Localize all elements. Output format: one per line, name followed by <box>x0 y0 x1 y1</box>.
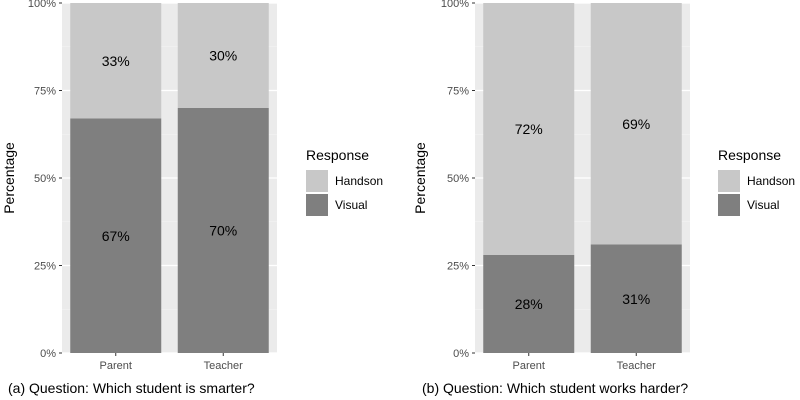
data-label: 69% <box>622 116 650 132</box>
x-tick-label: Parent <box>513 360 545 372</box>
bar-visual-parent <box>483 255 575 353</box>
x-tick-label: Teacher <box>204 360 243 372</box>
legend-key-visual <box>718 194 740 216</box>
y-tick-label: 25% <box>34 261 56 273</box>
data-label: 67% <box>102 228 130 244</box>
y-axis-title: Percentage <box>1 142 17 214</box>
bar-visual-teacher <box>177 108 269 353</box>
data-label: 33% <box>102 53 130 69</box>
y-tick-label: 50% <box>34 173 56 185</box>
legend-key-handson <box>718 170 740 192</box>
legend-key-visual <box>306 194 328 216</box>
y-tick-label: 75% <box>34 86 56 98</box>
legend-title: Response <box>718 147 781 163</box>
data-label: 30% <box>209 48 237 64</box>
y-axis-title: Percentage <box>412 142 428 214</box>
bar-handson-parent <box>483 3 575 255</box>
y-tick-label: 75% <box>447 86 469 98</box>
legend: Response Handson Visual <box>306 147 383 216</box>
y-tick-label: 25% <box>447 261 469 273</box>
legend: Response Handson Visual <box>718 147 795 216</box>
chart-a: 0% 25% 50% 75% 100% 67% 33% Parent 70% 30% Teacher… <box>1 0 383 396</box>
chart-b: 0% 25% 50% 75% 100% 28% 72% Parent 31% 69% Teacher… <box>412 0 795 396</box>
data-label: 31% <box>622 291 650 307</box>
bar-visual-teacher <box>590 244 682 353</box>
bar-visual-parent <box>70 118 162 353</box>
legend-label: Visual <box>747 198 779 212</box>
data-label: 72% <box>515 121 543 137</box>
y-tick-label: 0% <box>453 348 469 360</box>
bar-handson-parent <box>70 3 162 119</box>
legend-label: Handson <box>335 174 383 188</box>
legend-label: Visual <box>335 198 367 212</box>
y-tick-label: 100% <box>28 0 56 10</box>
data-label: 70% <box>209 223 237 239</box>
x-tick-label: Teacher <box>617 360 656 372</box>
bar-handson-teacher <box>177 3 269 108</box>
chart-caption: (a) Question: Which student is smarter? <box>8 380 255 396</box>
legend-label: Handson <box>747 174 795 188</box>
data-label: 28% <box>515 296 543 312</box>
chart-caption: (b) Question: Which student works harder… <box>422 380 688 396</box>
legend-key-handson <box>306 170 328 192</box>
bar-handson-teacher <box>590 3 682 245</box>
legend-title: Response <box>306 147 369 163</box>
y-tick-label: 100% <box>441 0 469 10</box>
y-tick-label: 0% <box>40 348 56 360</box>
y-tick-label: 50% <box>447 173 469 185</box>
x-tick-label: Parent <box>100 360 132 372</box>
